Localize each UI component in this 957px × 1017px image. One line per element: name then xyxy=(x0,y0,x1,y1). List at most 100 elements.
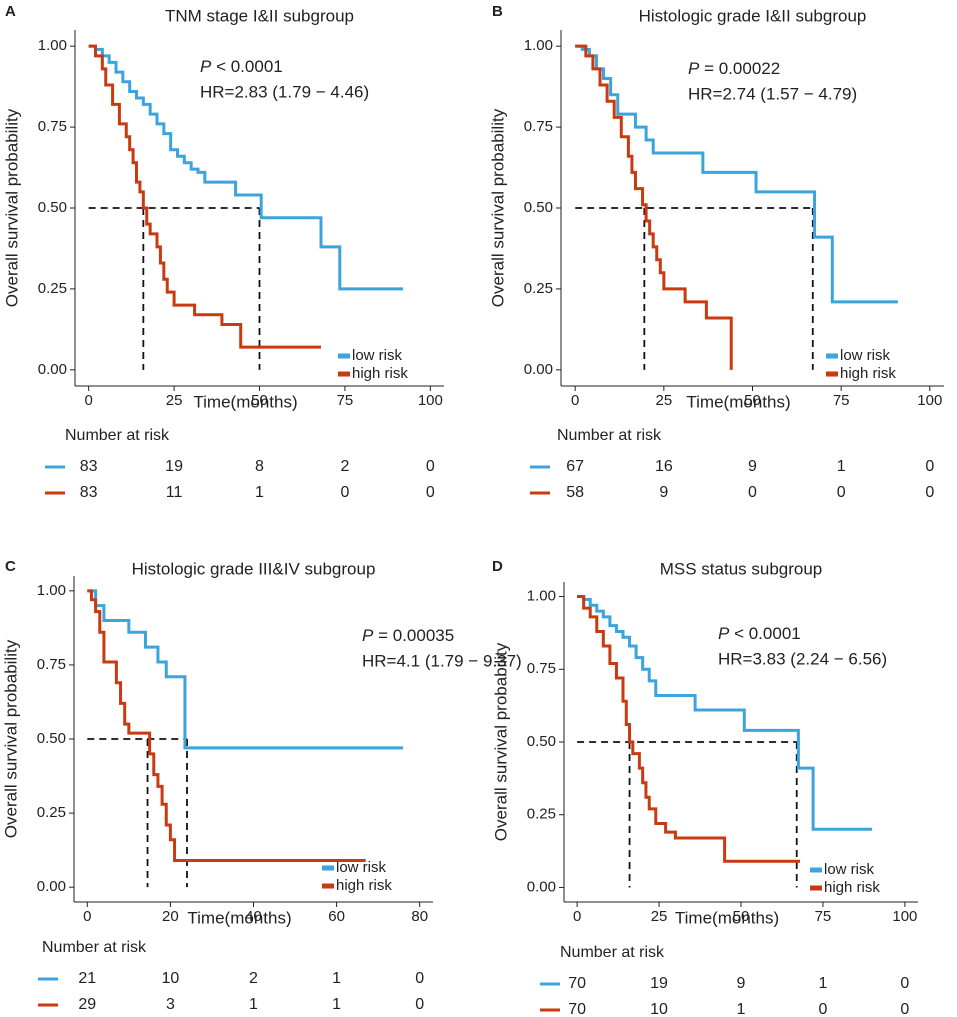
hr-annotation: HR=3.83 (2.24 − 6.56) xyxy=(718,649,887,668)
x-axis-label: Time(months) xyxy=(187,908,291,927)
risk-count: 9 xyxy=(737,975,746,992)
x-tick-label: 100 xyxy=(917,392,942,409)
y-tick-label: 0.75 xyxy=(38,118,67,135)
p-annotation: P = 0.00022 xyxy=(688,59,780,78)
x-tick-label: 0 xyxy=(84,392,92,409)
risk-count: 1 xyxy=(737,1001,746,1017)
risk-title: Number at risk xyxy=(557,427,662,444)
x-tick-label: 0 xyxy=(83,908,91,925)
risk-count: 19 xyxy=(650,975,668,992)
y-axis-label: Overall survival probability xyxy=(488,108,507,307)
risk-title: Number at risk xyxy=(65,427,170,444)
y-tick-label: 1.00 xyxy=(37,582,66,599)
y-tick-label: 0.25 xyxy=(38,280,67,297)
y-tick-label: 0.50 xyxy=(38,199,67,216)
risk-count: 67 xyxy=(566,458,584,475)
y-tick-label: 1.00 xyxy=(527,588,556,605)
y-axis-label: Overall survival probability xyxy=(491,642,510,841)
legend-label: high risk xyxy=(352,365,408,382)
risk-count: 58 xyxy=(566,484,584,501)
risk-count: 83 xyxy=(80,458,98,475)
y-tick-label: 0.25 xyxy=(524,280,553,297)
survival-curve xyxy=(577,595,800,863)
risk-count: 1 xyxy=(255,484,264,501)
risk-count: 83 xyxy=(80,484,98,501)
risk-count: 0 xyxy=(900,1001,909,1017)
legend-label: low risk xyxy=(824,861,875,878)
y-tick-label: 0.25 xyxy=(527,806,556,823)
x-tick-label: 40 xyxy=(245,908,262,925)
x-axis-label: Time(months) xyxy=(675,908,779,927)
risk-count: 10 xyxy=(650,1001,668,1017)
x-tick-label: 75 xyxy=(815,908,832,925)
p-value: = 0.00035 xyxy=(378,626,454,645)
risk-count: 0 xyxy=(415,970,424,987)
risk-count: 0 xyxy=(925,458,934,475)
risk-count: 70 xyxy=(568,1001,586,1017)
risk-count: 0 xyxy=(925,484,934,501)
survival-curve xyxy=(87,589,404,750)
x-tick-label: 100 xyxy=(892,908,917,925)
x-tick-label: 100 xyxy=(418,392,443,409)
survival-curve xyxy=(88,44,321,349)
x-tick-label: 20 xyxy=(162,908,179,925)
risk-count: 9 xyxy=(748,458,757,475)
hr-annotation: HR=4.1 (1.79 − 9.37) xyxy=(362,651,522,670)
p-symbol: P xyxy=(718,624,730,643)
risk-count: 0 xyxy=(340,484,349,501)
x-tick-label: 25 xyxy=(655,392,672,409)
y-tick-label: 1.00 xyxy=(524,37,553,54)
risk-title: Number at risk xyxy=(42,939,147,956)
x-tick-label: 50 xyxy=(744,392,761,409)
panel-label: C xyxy=(5,558,16,575)
chart-title: MSS status subgroup xyxy=(660,559,823,578)
risk-title: Number at risk xyxy=(560,944,665,961)
hr-annotation: HR=2.83 (1.79 − 4.46) xyxy=(200,82,369,101)
risk-count: 16 xyxy=(655,458,673,475)
risk-count: 19 xyxy=(165,458,183,475)
risk-count: 29 xyxy=(78,996,96,1013)
legend-label: high risk xyxy=(840,365,896,382)
legend-label: high risk xyxy=(824,879,880,896)
risk-count: 0 xyxy=(837,484,846,501)
y-tick-label: 0.75 xyxy=(524,118,553,135)
risk-count: 9 xyxy=(659,484,668,501)
chart-title: Histologic grade I&II subgroup xyxy=(639,6,867,25)
risk-count: 0 xyxy=(415,996,424,1013)
p-annotation: P < 0.0001 xyxy=(200,57,283,76)
y-tick-label: 0.25 xyxy=(37,804,66,821)
x-tick-label: 75 xyxy=(833,392,850,409)
survival-curve xyxy=(87,589,366,863)
risk-count: 3 xyxy=(166,996,175,1013)
x-tick-label: 50 xyxy=(733,908,750,925)
y-tick-label: 0.75 xyxy=(527,660,556,677)
y-tick-label: 0.00 xyxy=(524,361,553,378)
risk-count: 21 xyxy=(78,970,96,987)
x-tick-label: 25 xyxy=(651,908,668,925)
chart-title: TNM stage I&II subgroup xyxy=(165,6,354,25)
risk-count: 1 xyxy=(837,458,846,475)
survival-curve xyxy=(577,595,873,831)
p-annotation: P < 0.0001 xyxy=(718,624,801,643)
x-tick-label: 0 xyxy=(571,392,579,409)
x-tick-label: 75 xyxy=(337,392,354,409)
risk-count: 0 xyxy=(426,458,435,475)
y-axis-label: Overall survival probability xyxy=(2,108,21,307)
legend-label: high risk xyxy=(336,877,392,894)
y-tick-label: 0.75 xyxy=(37,656,66,673)
legend-label: low risk xyxy=(352,347,403,364)
risk-count: 11 xyxy=(166,484,183,501)
survival-curve xyxy=(88,44,403,291)
risk-count: 1 xyxy=(332,970,341,987)
risk-count: 8 xyxy=(255,458,264,475)
x-axis-label: Time(months) xyxy=(193,392,297,411)
y-tick-label: 1.00 xyxy=(38,37,67,54)
p-value: < 0.0001 xyxy=(734,624,801,643)
chart-title: Histologic grade III&IV subgroup xyxy=(132,559,376,578)
panel-label: A xyxy=(5,3,16,20)
risk-count: 1 xyxy=(249,996,258,1013)
risk-count: 2 xyxy=(340,458,349,475)
risk-count: 10 xyxy=(161,970,179,987)
p-annotation: P = 0.00035 xyxy=(362,626,454,645)
